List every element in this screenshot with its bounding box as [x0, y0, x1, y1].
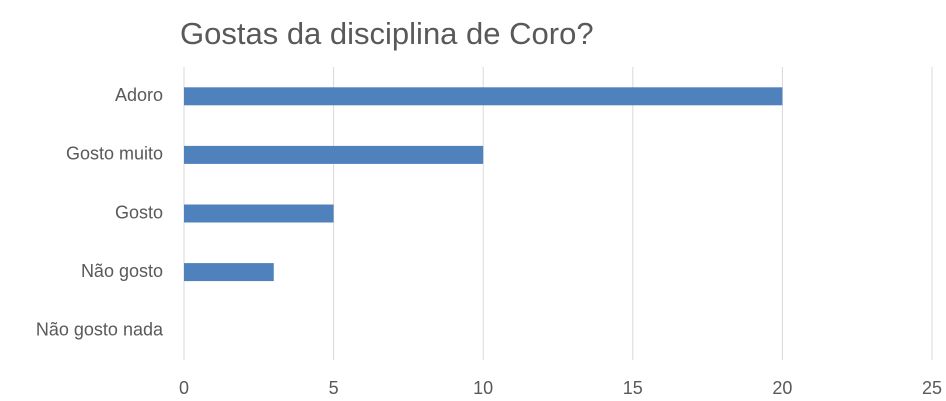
x-tick-label: 25 [922, 378, 942, 398]
y-tick-label: Não gosto [81, 261, 163, 281]
bar [184, 87, 783, 106]
x-tick-label: 10 [473, 378, 493, 398]
y-tick-label: Adoro [115, 85, 163, 105]
x-tick-label: 20 [772, 378, 792, 398]
y-tick-label: Gosto muito [66, 144, 163, 164]
bar [184, 145, 484, 164]
chart-title: Gostas da disciplina de Coro? [180, 16, 594, 51]
x-tick-label: 15 [623, 378, 643, 398]
y-tick-label: Não gosto nada [36, 319, 164, 339]
x-tick-label: 0 [179, 378, 189, 398]
bar [184, 263, 274, 282]
x-tick-label: 5 [329, 378, 339, 398]
bar [184, 204, 334, 223]
y-tick-label: Gosto [115, 202, 163, 222]
